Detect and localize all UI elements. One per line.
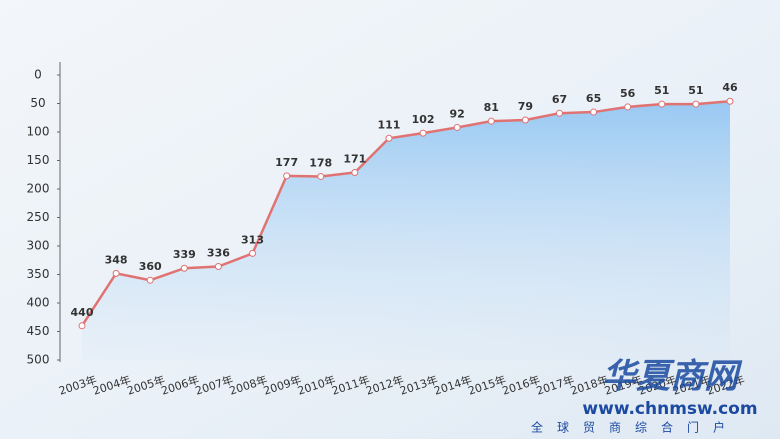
y-tick-label: 300 xyxy=(27,239,50,253)
point xyxy=(555,109,563,117)
point xyxy=(78,322,86,330)
value-label: 111 xyxy=(377,118,400,131)
y-tick-label: 500 xyxy=(27,353,50,367)
value-label: 92 xyxy=(450,107,465,120)
point xyxy=(624,103,632,111)
value-label: 46 xyxy=(722,81,738,94)
point xyxy=(249,249,257,257)
value-label: 56 xyxy=(620,87,636,100)
point xyxy=(419,129,427,137)
value-label: 67 xyxy=(552,93,567,106)
point xyxy=(317,172,325,180)
y-tick-label: 450 xyxy=(27,324,50,338)
point xyxy=(590,108,598,116)
point xyxy=(692,100,700,108)
value-label: 177 xyxy=(275,156,298,169)
value-label: 336 xyxy=(207,247,230,260)
point xyxy=(351,168,359,176)
value-label: 51 xyxy=(654,84,669,97)
value-label: 178 xyxy=(309,156,332,169)
point xyxy=(487,117,495,125)
value-label: 79 xyxy=(518,100,533,113)
y-tick-label: 50 xyxy=(30,96,45,110)
point xyxy=(385,134,393,142)
watermark-slogan: 全球贸商综合门户 xyxy=(531,420,739,435)
y-tick-label: 350 xyxy=(27,267,50,281)
y-tick-label: 150 xyxy=(27,153,50,167)
point xyxy=(180,264,188,272)
point xyxy=(726,97,734,105)
y-tick-label: 0 xyxy=(34,68,42,82)
value-label: 360 xyxy=(139,260,162,273)
value-label: 440 xyxy=(71,306,94,319)
watermark-brand: 华夏商网 xyxy=(602,357,743,397)
value-label: 102 xyxy=(412,113,435,126)
value-label: 339 xyxy=(173,248,196,261)
point xyxy=(146,276,154,284)
watermark: 华夏商网 www.chnmsw.com 全球贸商综合门户 xyxy=(531,357,758,435)
value-label: 81 xyxy=(484,101,499,114)
y-tick-label: 100 xyxy=(27,125,50,139)
value-label: 348 xyxy=(105,253,128,266)
watermark-url: www.chnmsw.com xyxy=(582,399,757,419)
value-label: 171 xyxy=(343,152,366,165)
value-label: 65 xyxy=(586,92,601,105)
value-label: 51 xyxy=(688,84,703,97)
point xyxy=(112,269,120,277)
y-tick-label: 200 xyxy=(27,182,50,196)
area xyxy=(82,101,730,360)
point xyxy=(214,263,222,271)
point xyxy=(283,172,291,180)
point xyxy=(521,116,529,124)
value-label: 313 xyxy=(241,233,264,246)
point xyxy=(658,100,666,108)
point xyxy=(453,123,461,131)
y-tick-label: 250 xyxy=(27,210,50,224)
y-tick-label: 400 xyxy=(27,296,50,310)
line xyxy=(80,99,731,327)
